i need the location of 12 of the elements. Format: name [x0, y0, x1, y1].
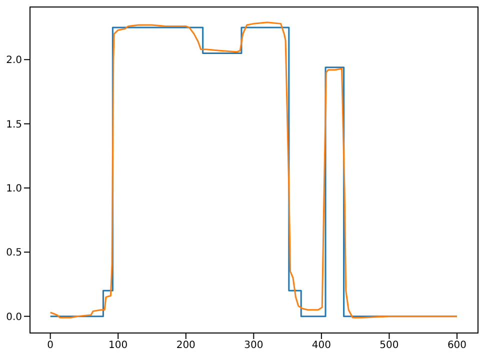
x-tick-label: 600 [447, 340, 467, 352]
x-tick-label: 200 [176, 340, 196, 352]
y-tick-label: 1.0 [6, 184, 22, 195]
x-tick-label: 300 [244, 340, 264, 352]
y-tick-label: 1.5 [6, 119, 22, 130]
y-tick-label: 2.0 [6, 55, 22, 66]
x-tick-label: 0 [47, 340, 54, 352]
x-tick-label: 100 [108, 340, 128, 352]
x-tick-label: 400 [312, 340, 331, 352]
y-tick-label: 0.5 [6, 248, 22, 259]
y-tick-label: 0.0 [6, 312, 22, 323]
x-tick-label: 500 [380, 340, 399, 352]
